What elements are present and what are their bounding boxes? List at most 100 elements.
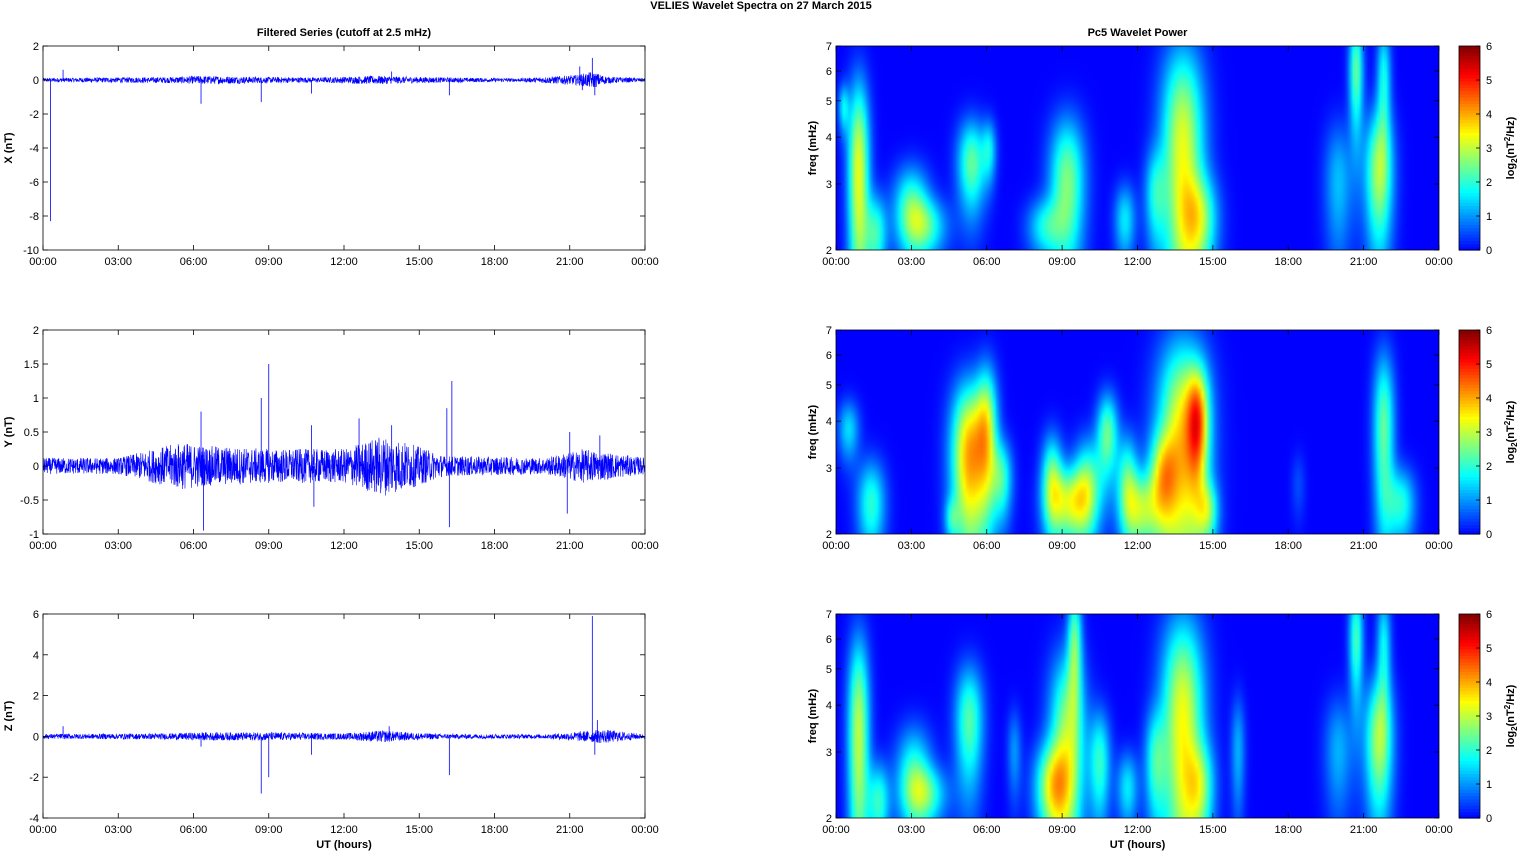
x-wavelet-colorbar-swatch xyxy=(1459,122,1480,127)
x-filtered-xtick-label: 00:00 xyxy=(29,256,57,268)
y-filtered-plot-area xyxy=(43,330,645,534)
x-wavelet-colorbar-swatch xyxy=(1459,240,1480,245)
x-wavelet-colorbar-swatch xyxy=(1459,189,1480,194)
y-wavelet-colorbar-swatch xyxy=(1459,406,1480,411)
y-wavelet-colorbar-swatch xyxy=(1459,432,1480,436)
y-wavelet-colorbar-tick-label: 6 xyxy=(1486,325,1492,337)
x-wavelet-colorbar-swatch xyxy=(1459,128,1480,133)
z-wavelet-xtick-label: 12:00 xyxy=(1124,824,1152,836)
z-wavelet-colorbar-swatch xyxy=(1459,786,1480,790)
y-wavelet-xtick-label: 12:00 xyxy=(1124,540,1152,552)
x-wavelet-colorbar-swatch xyxy=(1459,87,1480,92)
y-filtered-ytick-label: 1.5 xyxy=(24,359,39,371)
y-wavelet-colorbar-swatch xyxy=(1459,396,1480,401)
x-filtered-series-line xyxy=(42,71,646,88)
y-wavelet-xtick-label: 21:00 xyxy=(1350,540,1378,552)
x-wavelet-xtick-label: 12:00 xyxy=(1124,256,1152,268)
x-filtered-plot-area xyxy=(43,46,645,250)
x-wavelet-colorbar-tick-label: 5 xyxy=(1486,75,1492,87)
x-filtered-ytick-label: -6 xyxy=(29,177,39,189)
z-wavelet-colorbar-swatch xyxy=(1459,706,1480,711)
z-wavelet-colorbar-swatch xyxy=(1459,674,1480,679)
y-wavelet-colorbar-swatch xyxy=(1459,476,1480,481)
x-filtered-xtick-label: 21:00 xyxy=(556,256,584,268)
x-wavelet-colorbar-swatch xyxy=(1459,49,1480,53)
z-wavelet-colorbar-swatch xyxy=(1459,671,1480,676)
y-wavelet-ytick-label: 4 xyxy=(826,416,832,428)
y-wavelet-colorbar-swatch xyxy=(1459,361,1480,366)
z-wavelet-colorbar-swatch xyxy=(1459,808,1480,813)
y-wavelet-colorbar-swatch xyxy=(1459,374,1480,379)
x-wavelet-xtick-label: 00:00 xyxy=(1425,256,1453,268)
z-wavelet-colorbar-swatch xyxy=(1459,747,1480,752)
y-wavelet-colorbar-swatch xyxy=(1459,393,1480,398)
x-wavelet-colorbar-swatch xyxy=(1459,237,1480,242)
y-wavelet-colorbar-tick-label: 3 xyxy=(1486,427,1492,439)
x-wavelet-colorbar-swatch xyxy=(1459,176,1480,181)
y-filtered-ytick-label: -1 xyxy=(29,529,39,541)
z-wavelet-colorbar-swatch xyxy=(1459,617,1480,621)
x-wavelet-colorbar-tick-label: 0 xyxy=(1486,245,1492,257)
z-wavelet-colorbar-swatch xyxy=(1459,680,1480,685)
y-wavelet-colorbar-swatch xyxy=(1459,336,1480,341)
x-wavelet-ylabel: freq (mHz) xyxy=(807,120,819,175)
z-wavelet-colorbar-swatch xyxy=(1459,757,1480,762)
z-wavelet-colorbar-swatch xyxy=(1459,696,1480,701)
x-wavelet-colorbar-swatch xyxy=(1459,103,1480,108)
y-wavelet-colorbar-swatch xyxy=(1459,483,1480,487)
z-filtered-xtick-label: 09:00 xyxy=(255,824,283,836)
x-wavelet-heatmap-image xyxy=(836,46,1439,250)
y-wavelet-colorbar-swatch xyxy=(1459,400,1480,404)
y-wavelet-colorbar-swatch xyxy=(1459,349,1480,353)
x-wavelet-colorbar-swatch xyxy=(1459,109,1480,114)
y-filtered-xtick-label: 18:00 xyxy=(481,540,509,552)
z-wavelet-colorbar-swatch xyxy=(1459,754,1480,759)
x-wavelet-colorbar-tick-label: 4 xyxy=(1486,109,1492,121)
y-filtered-xtick-label: 00:00 xyxy=(631,540,659,552)
z-wavelet-colorbar-swatch xyxy=(1459,760,1480,765)
x-filtered-xtick-label: 03:00 xyxy=(104,256,132,268)
x-wavelet-colorbar-swatch xyxy=(1459,192,1480,197)
y-wavelet-colorbar-swatch xyxy=(1459,530,1480,535)
z-wavelet-xtick-label: 00:00 xyxy=(822,824,850,836)
x-wavelet-colorbar-label: log2(nT2/Hz) xyxy=(1503,116,1519,179)
x-wavelet-xtick-label: 06:00 xyxy=(973,256,1001,268)
y-wavelet-colorbar-swatch xyxy=(1459,467,1480,471)
z-wavelet-colorbar-swatch xyxy=(1459,782,1480,787)
z-wavelet-xtick-label: 00:00 xyxy=(1425,824,1453,836)
x-wavelet-colorbar-swatch xyxy=(1459,227,1480,232)
y-wavelet-panel: 2 3 4 5 6 7 00:00 03:00 06:00 09:00 12:00 15:00 18:0… xyxy=(807,325,1519,552)
y-wavelet-colorbar-swatch xyxy=(1459,527,1480,532)
y-wavelet-colorbar-swatch xyxy=(1459,489,1480,494)
x-wavelet-colorbar-swatch xyxy=(1459,170,1480,175)
y-wavelet-colorbar-swatch xyxy=(1459,377,1480,382)
y-wavelet-colorbar-swatch xyxy=(1459,460,1480,465)
y-wavelet-colorbar-swatch xyxy=(1459,352,1480,357)
x-wavelet-colorbar-swatch xyxy=(1459,163,1480,168)
z-wavelet-colorbar-swatch xyxy=(1459,639,1480,644)
z-wavelet-colorbar-swatch xyxy=(1459,620,1480,625)
z-wavelet-ytick-label: 5 xyxy=(826,664,832,676)
x-wavelet-colorbar-swatch xyxy=(1459,68,1480,73)
y-wavelet-colorbar-swatch xyxy=(1459,333,1480,337)
y-wavelet-colorbar-swatch xyxy=(1459,387,1480,392)
y-filtered-ytick-label: 0 xyxy=(33,461,39,473)
z-wavelet-colorbar-swatch xyxy=(1459,652,1480,657)
x-wavelet-colorbar-swatch xyxy=(1459,112,1480,117)
z-filtered-ytick-label: 4 xyxy=(33,650,39,662)
x-filtered-ytick-label: -8 xyxy=(29,211,39,223)
y-wavelet-ytick-label: 3 xyxy=(826,463,832,475)
x-wavelet-colorbar-swatch xyxy=(1459,100,1480,104)
z-wavelet-colorbar-swatch xyxy=(1459,767,1480,771)
y-wavelet-colorbar-swatch xyxy=(1459,365,1480,369)
y-wavelet-colorbar-tick-label: 5 xyxy=(1486,359,1492,371)
z-wavelet-colorbar-swatch xyxy=(1459,776,1480,781)
z-wavelet-ytick-label: 7 xyxy=(826,609,832,621)
z-wavelet-colorbar-tick-label: 3 xyxy=(1486,711,1492,723)
y-filtered-xtick-label: 00:00 xyxy=(29,540,57,552)
z-wavelet-colorbar-swatch xyxy=(1459,744,1480,749)
y-wavelet-colorbar-swatch xyxy=(1459,384,1480,388)
y-wavelet-ytick-label: 7 xyxy=(826,325,832,337)
y-wavelet-xtick-label: 09:00 xyxy=(1048,540,1076,552)
x-wavelet-ytick-label: 4 xyxy=(826,132,832,144)
